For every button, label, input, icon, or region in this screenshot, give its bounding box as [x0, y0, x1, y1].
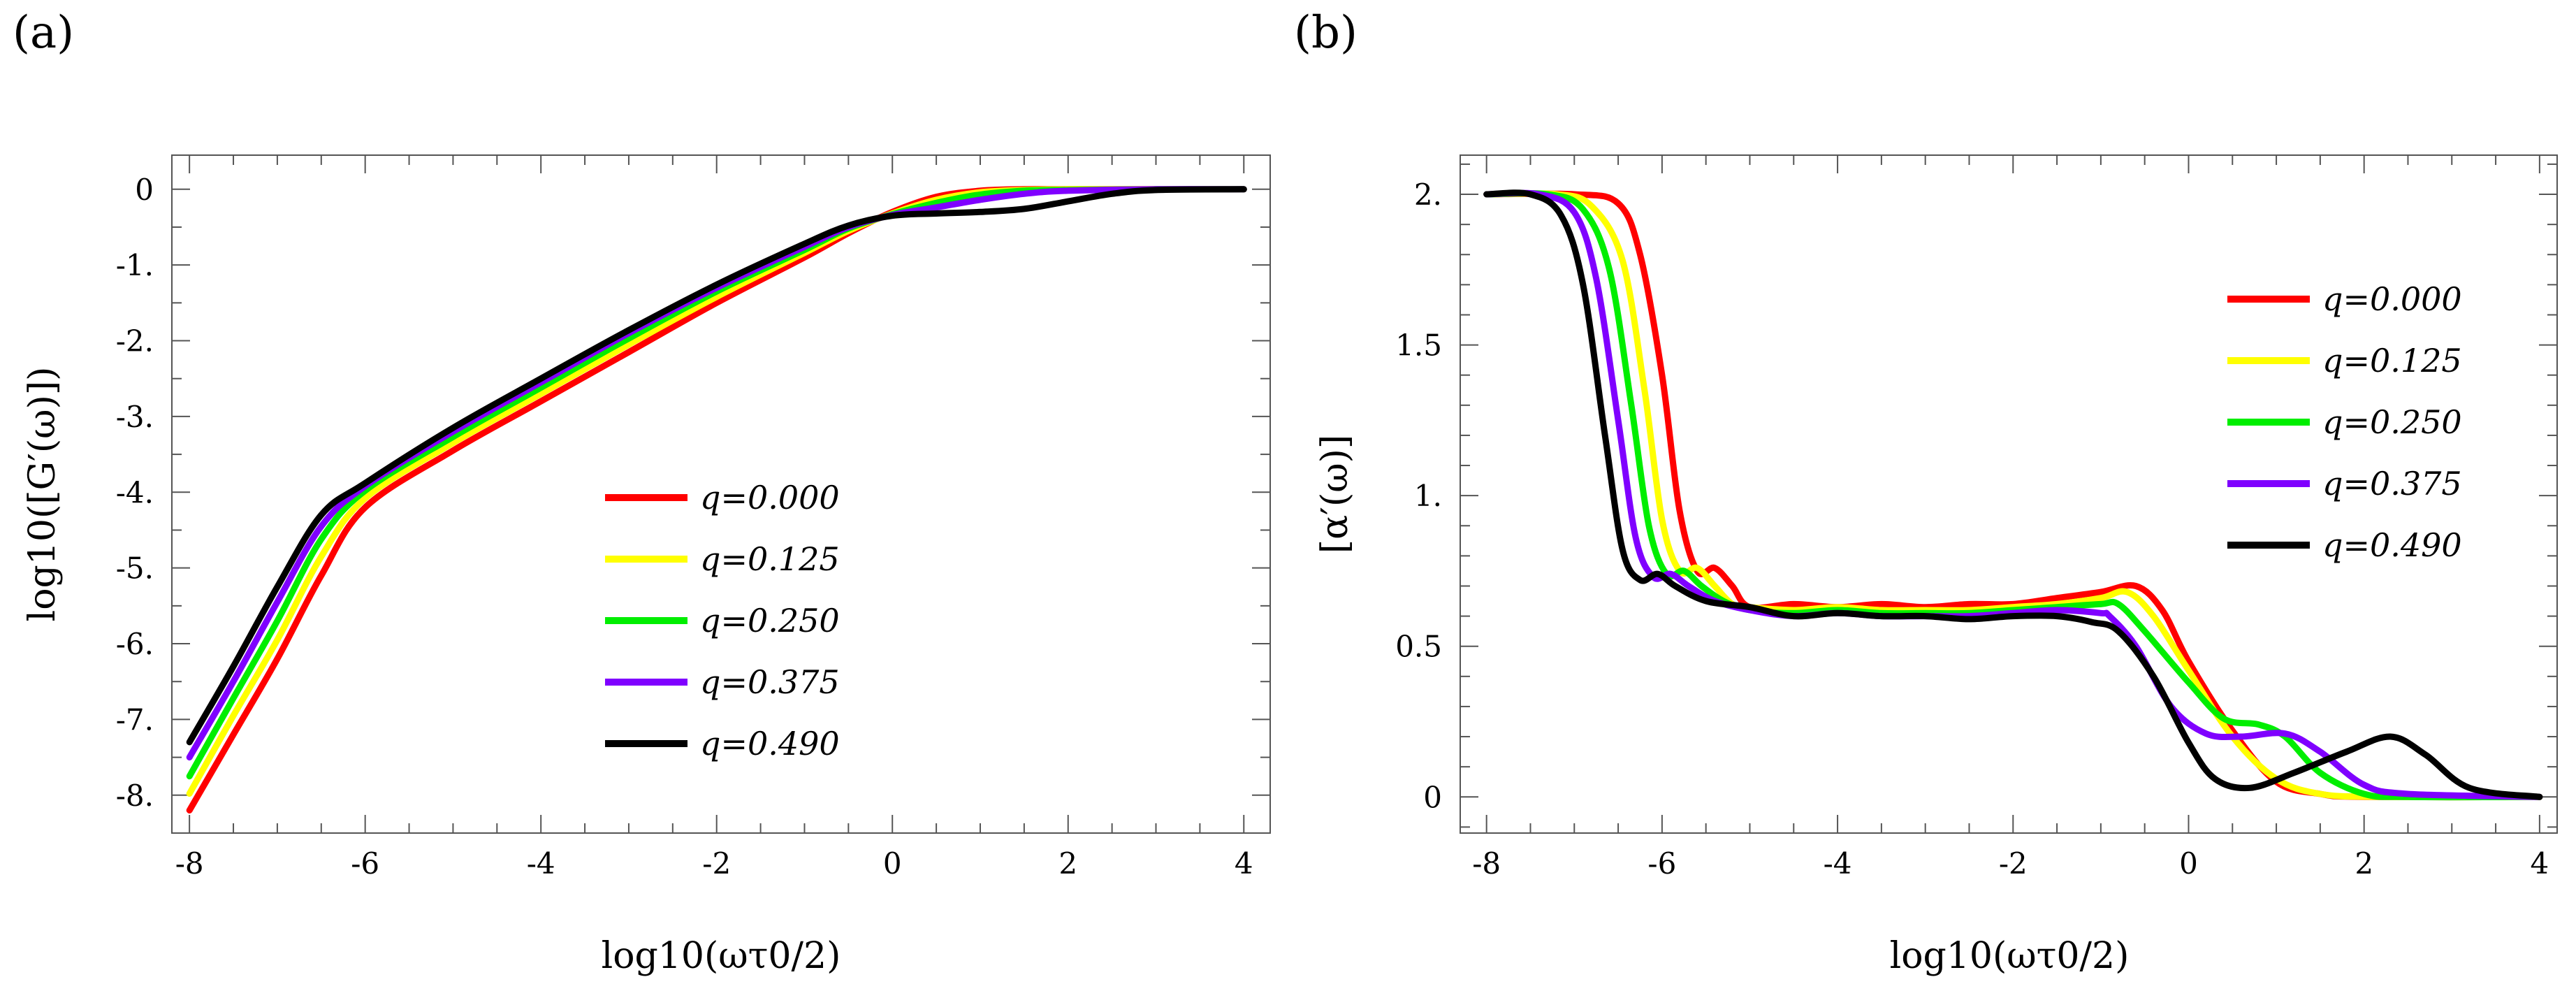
x-tick-label: -2 — [702, 846, 731, 881]
legend-label: q=0.250 — [2322, 403, 2462, 441]
panel-b-x-axis-label: log10(ωτ0/2) — [1890, 935, 2130, 977]
y-tick-label: -8. — [116, 779, 154, 813]
panel-a-curves — [186, 186, 1247, 813]
panel-b-tick-labels: -8 -6 -4 -2 0 2 4 0 0.5 1. 1.5 2. — [1395, 178, 2549, 881]
x-tick-label: 0 — [883, 846, 902, 881]
x-tick-label: -6 — [1647, 846, 1676, 881]
panel-b-legend: q=0.000 q=0.125 q=0.250 q=0.375 q=0.490 — [2227, 280, 2462, 564]
x-tick-label: -2 — [1999, 846, 2028, 881]
x-tick-label: -8 — [1472, 846, 1501, 881]
y-tick-label: -7. — [116, 702, 154, 737]
panel-a-label: (a) — [13, 7, 74, 59]
y-tick-label: -4. — [116, 475, 154, 509]
series-line — [1483, 189, 2543, 800]
y-tick-label: -5. — [116, 551, 154, 586]
x-tick-label: 4 — [1235, 846, 1253, 881]
legend-label: q=0.375 — [2322, 465, 2462, 502]
legend-label: q=0.125 — [700, 540, 840, 578]
panel-b-y-axis-label: [α′(ω)] — [1314, 435, 1356, 554]
x-tick-label: -4 — [1824, 846, 1852, 881]
panel-a-tick-labels: -8 -6 -4 -2 0 2 4 0 -1. -2. -3. -4. -5. -6. -7. -8. — [116, 173, 1253, 881]
y-tick-label: -6. — [116, 627, 154, 661]
panel-b-curves — [1483, 189, 2543, 801]
panel-b-ticks — [1460, 155, 2557, 833]
y-tick-label: 0.5 — [1395, 630, 1442, 664]
y-tick-label: -1. — [116, 248, 154, 282]
panel-a-y-axis-label: log10([G′(ω)]) — [22, 367, 64, 622]
y-tick-label: 2. — [1414, 178, 1442, 212]
panel-a-ticks — [172, 155, 1270, 834]
y-tick-label: 1. — [1414, 479, 1442, 513]
legend-label: q=0.250 — [700, 602, 840, 639]
panel-a-legend: q=0.000 q=0.125 q=0.250 q=0.375 q=0.490 — [605, 479, 840, 762]
panel-b-plot-frame — [1460, 154, 2558, 834]
y-tick-label: 0 — [135, 173, 154, 207]
series-line — [186, 186, 1247, 746]
x-tick-label: -4 — [527, 846, 555, 881]
legend-label: q=0.375 — [700, 663, 840, 701]
x-tick-label: 2 — [1058, 846, 1077, 881]
x-tick-label: 4 — [2531, 846, 2549, 881]
legend-label: q=0.490 — [2322, 526, 2462, 564]
x-tick-label: -8 — [175, 846, 204, 881]
panel-b: (b) -8 -6 -4 -2 0 2 4 0 0.5 1. 1.5 2. q=0.000 q=0.12… — [1294, 7, 2558, 977]
x-tick-label: 0 — [2179, 846, 2198, 881]
y-tick-label: 1.5 — [1395, 328, 1442, 363]
legend-label: q=0.125 — [2322, 342, 2462, 379]
panel-a: (a) -8 -6 -4 -2 0 2 4 0 -1. -2. -3. -4. -5. -6. -7. -8.… — [13, 7, 1271, 977]
legend-label: q=0.000 — [700, 479, 840, 516]
x-tick-label: -6 — [351, 846, 379, 881]
legend-label: q=0.000 — [2322, 280, 2462, 318]
legend-label: q=0.490 — [700, 725, 840, 762]
y-tick-label: -2. — [116, 324, 154, 359]
panel-b-label: (b) — [1294, 7, 1358, 59]
y-tick-label: 0 — [1423, 780, 1442, 814]
y-tick-label: -3. — [116, 400, 154, 434]
panel-a-plot-frame — [171, 154, 1271, 834]
x-tick-label: 2 — [2355, 846, 2373, 881]
panel-a-x-axis-label: log10(ωτ0/2) — [602, 935, 841, 977]
